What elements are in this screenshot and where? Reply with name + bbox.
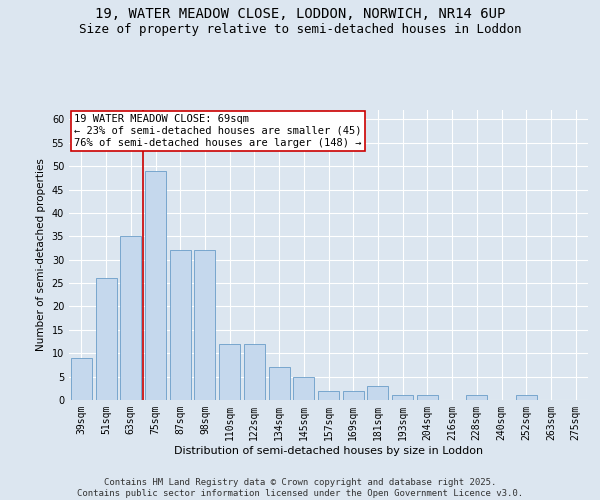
Bar: [392, 396, 413, 400]
Text: Contains HM Land Registry data © Crown copyright and database right 2025.
Contai: Contains HM Land Registry data © Crown c…: [77, 478, 523, 498]
Text: Size of property relative to semi-detached houses in Loddon: Size of property relative to semi-detach…: [79, 22, 521, 36]
Text: 19, WATER MEADOW CLOSE, LODDON, NORWICH, NR14 6UP: 19, WATER MEADOW CLOSE, LODDON, NORWICH,…: [95, 8, 505, 22]
Bar: [244, 344, 265, 400]
Bar: [466, 396, 487, 400]
Bar: [269, 368, 290, 400]
Bar: [293, 376, 314, 400]
Bar: [194, 250, 215, 400]
Bar: [343, 390, 364, 400]
Bar: [318, 390, 339, 400]
Bar: [417, 396, 438, 400]
Bar: [219, 344, 240, 400]
Bar: [71, 358, 92, 400]
Bar: [95, 278, 116, 400]
Text: 19 WATER MEADOW CLOSE: 69sqm
← 23% of semi-detached houses are smaller (45)
76% : 19 WATER MEADOW CLOSE: 69sqm ← 23% of se…: [74, 114, 362, 148]
Bar: [367, 386, 388, 400]
Bar: [170, 250, 191, 400]
Y-axis label: Number of semi-detached properties: Number of semi-detached properties: [36, 158, 46, 352]
Bar: [120, 236, 141, 400]
X-axis label: Distribution of semi-detached houses by size in Loddon: Distribution of semi-detached houses by …: [174, 446, 483, 456]
Bar: [516, 396, 537, 400]
Bar: [145, 171, 166, 400]
